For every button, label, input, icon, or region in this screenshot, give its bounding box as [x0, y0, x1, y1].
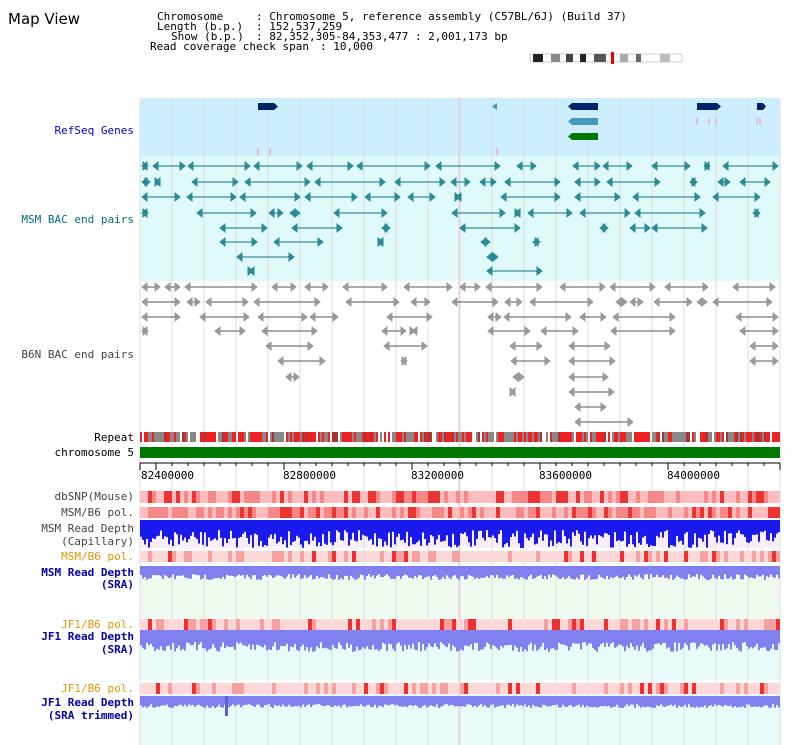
track-label-jf1-pol-1: JF1/B6 pol. [61, 618, 134, 631]
track-label-jf1-depth-trim-sub: (SRA trimmed) [47, 709, 134, 722]
show-value: : 82,352,305-84,353,477 : 2,001,173 bp [256, 30, 508, 43]
repeat-track[interactable] [140, 432, 780, 442]
ruler-tick-label: 84000000 [667, 469, 720, 482]
position-ruler: 82400000 82800000 83200000 83600000 8400… [139, 462, 781, 482]
ideogram-position-marker [611, 52, 614, 64]
track-label-jf1-depth-sra: JF1 Read Depth [41, 630, 134, 643]
track-label-refseq: RefSeq Genes [54, 124, 134, 137]
track-label-jf1-depth-trim: JF1 Read Depth [41, 696, 134, 709]
track-label-msm-depth-sra-sub: (SRA) [100, 578, 134, 591]
chromosome-key: Chromosome [157, 10, 224, 23]
track-label-repeat: Repeat [94, 431, 134, 444]
msm-bac-end-pairs[interactable] [141, 160, 779, 277]
track-label-dbsnp: dbSNP(Mouse) [54, 490, 134, 503]
track-label-msm-depth-sra: MSM Read Depth [41, 566, 134, 579]
track-label-chromosome: chromosome 5 [54, 446, 134, 459]
msm-depth-capillary-plot[interactable] [140, 520, 780, 548]
dbsnp-heatmap[interactable] [140, 491, 780, 503]
track-label-jf1-pol-2: JF1/B6 pol. [61, 682, 134, 695]
jf1-depth-sra-plot[interactable] [140, 630, 780, 652]
refseq-genes[interactable] [257, 103, 766, 155]
jf1-depth-trimmed-plot[interactable] [140, 696, 780, 716]
chromosome-bar[interactable] [140, 447, 780, 458]
msm-pol-heatmap-1[interactable] [140, 507, 780, 518]
depth-spike [225, 696, 228, 716]
track-label-b6n-bac: B6N BAC end pairs [21, 348, 134, 361]
msm-pol-heatmap-2[interactable] [140, 551, 780, 562]
ruler-tick-label: 82800000 [283, 469, 336, 482]
ruler-minor-ticks [139, 463, 781, 466]
ruler-tick-label: 82400000 [141, 469, 194, 482]
chromosome-ideogram[interactable] [529, 52, 683, 64]
chromosome-value: : Chromosome 5, reference assembly (C57B… [256, 10, 627, 23]
ruler-tick-label: 83600000 [539, 469, 592, 482]
span-key: Read coverage check span [150, 40, 309, 53]
span-value: : 10,000 [320, 40, 373, 53]
track-label-jf1-depth-sra-sub: (SRA) [100, 643, 134, 656]
jf1-pol-heatmap-1[interactable] [140, 619, 780, 630]
jf1-pol-heatmap-2[interactable] [140, 683, 780, 694]
track-label-msm-bac: MSM BAC end pairs [21, 213, 134, 226]
ruler-tick-label: 83200000 [411, 469, 464, 482]
page-title: Map View [8, 10, 81, 28]
length-value: : 152,537,259 [256, 20, 343, 33]
show-key: Show (b.p.) [171, 30, 244, 43]
track-label-msm-depth-cap-sub: (Capillary) [61, 535, 134, 548]
b6n-bac-end-pairs[interactable] [141, 281, 779, 428]
track-label-msm-pol-1: MSM/B6 pol. [61, 506, 134, 519]
msm-depth-sra-plot[interactable] [140, 566, 780, 580]
track-label-msm-pol-2: MSM/B6 pol. [61, 550, 134, 563]
track-label-msm-depth-cap: MSM Read Depth [41, 522, 134, 535]
length-key: Length (b.p.) [157, 20, 244, 33]
